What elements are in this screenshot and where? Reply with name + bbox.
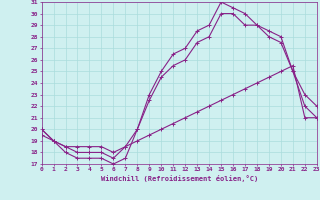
X-axis label: Windchill (Refroidissement éolien,°C): Windchill (Refroidissement éolien,°C) (100, 175, 258, 182)
